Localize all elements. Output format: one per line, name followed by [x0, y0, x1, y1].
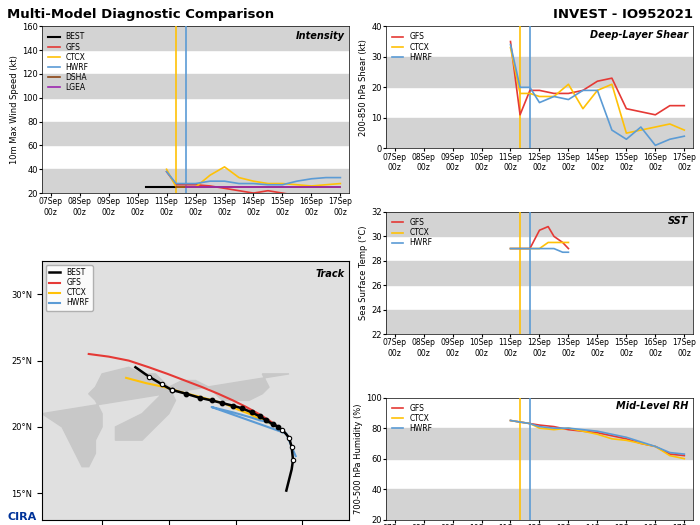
Point	[166, 385, 177, 394]
Bar	[386, 261, 693, 285]
Point	[260, 416, 272, 425]
Point	[157, 380, 168, 388]
Text: INVEST - IO952021: INVEST - IO952021	[553, 8, 693, 21]
Y-axis label: 200-850 hPa Shear (kt): 200-850 hPa Shear (kt)	[359, 39, 368, 136]
Bar	[386, 57, 693, 87]
Point	[181, 390, 192, 398]
Point	[166, 385, 177, 394]
Y-axis label: 700-500 hPa Humidity (%): 700-500 hPa Humidity (%)	[354, 403, 363, 514]
Legend: GFS, CTCX, HWRF: GFS, CTCX, HWRF	[390, 216, 435, 249]
Bar	[386, 118, 693, 149]
Bar	[386, 212, 693, 236]
Point	[267, 420, 279, 428]
Legend: BEST, GFS, CTCX, HWRF: BEST, GFS, CTCX, HWRF	[46, 265, 92, 310]
Text: Track: Track	[315, 269, 344, 279]
Point	[237, 404, 248, 413]
Point	[228, 402, 239, 410]
Text: CIRA: CIRA	[7, 512, 36, 522]
Legend: BEST, GFS, CTCX, HWRF, DSHA, LGEA: BEST, GFS, CTCX, HWRF, DSHA, LGEA	[46, 30, 91, 94]
Bar	[386, 489, 693, 520]
Point	[144, 372, 155, 381]
Point	[288, 456, 299, 464]
Text: SST: SST	[668, 216, 688, 226]
Y-axis label: Sea Surface Temp (°C): Sea Surface Temp (°C)	[359, 226, 368, 320]
Text: Intensity: Intensity	[295, 32, 344, 41]
Legend: GFS, CTCX, HWRF: GFS, CTCX, HWRF	[390, 30, 435, 64]
Bar	[42, 26, 349, 50]
Bar	[42, 74, 349, 98]
Bar	[386, 310, 693, 334]
Text: Multi-Model Diagnostic Comparison: Multi-Model Diagnostic Comparison	[7, 8, 274, 21]
Bar	[386, 428, 693, 459]
Legend: GFS, CTCX, HWRF: GFS, CTCX, HWRF	[390, 402, 435, 435]
Point	[194, 394, 205, 402]
Point	[216, 399, 228, 407]
Point	[254, 412, 265, 421]
Y-axis label: 10m Max Wind Speed (kt): 10m Max Wind Speed (kt)	[10, 55, 19, 164]
Bar	[42, 169, 349, 193]
Point	[284, 433, 295, 442]
Polygon shape	[42, 368, 289, 467]
Point	[206, 396, 217, 405]
Bar	[42, 122, 349, 145]
Point	[246, 408, 257, 416]
Text: Mid-Level RH: Mid-Level RH	[616, 401, 688, 411]
Point	[276, 425, 288, 434]
Point	[286, 443, 297, 451]
Point	[273, 423, 284, 431]
Text: Deep-Layer Shear: Deep-Layer Shear	[590, 30, 688, 40]
